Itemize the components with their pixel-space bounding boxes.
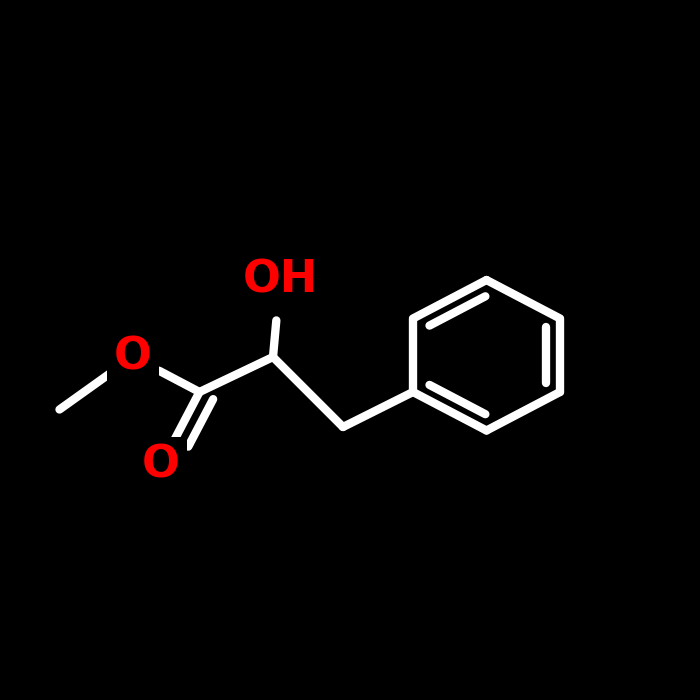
Text: OH: OH xyxy=(242,258,318,302)
Text: O: O xyxy=(142,444,180,487)
Text: O: O xyxy=(114,335,152,379)
